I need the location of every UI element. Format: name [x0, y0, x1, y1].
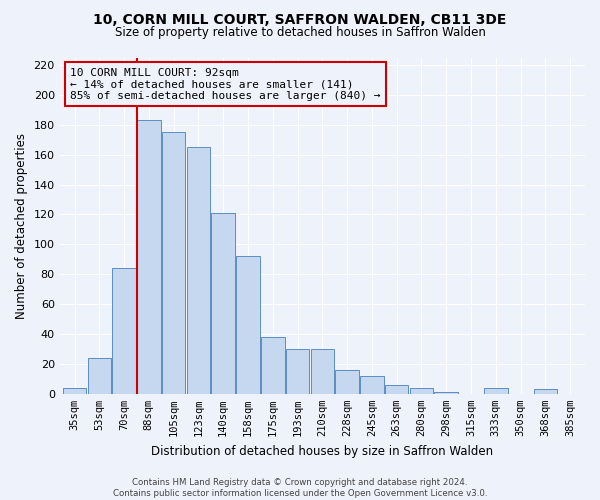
Bar — [88, 358, 111, 394]
Bar — [236, 256, 260, 394]
Bar — [434, 392, 458, 394]
Bar — [533, 390, 557, 394]
Bar — [360, 376, 383, 394]
Bar — [211, 213, 235, 394]
Text: 10 CORN MILL COURT: 92sqm
← 14% of detached houses are smaller (141)
85% of semi: 10 CORN MILL COURT: 92sqm ← 14% of detac… — [70, 68, 380, 101]
Bar — [286, 349, 310, 394]
Bar — [385, 385, 409, 394]
Bar — [162, 132, 185, 394]
Bar — [63, 388, 86, 394]
Text: Contains HM Land Registry data © Crown copyright and database right 2024.
Contai: Contains HM Land Registry data © Crown c… — [113, 478, 487, 498]
Text: Size of property relative to detached houses in Saffron Walden: Size of property relative to detached ho… — [115, 26, 485, 39]
Bar — [311, 349, 334, 394]
Bar — [187, 147, 210, 394]
Text: 10, CORN MILL COURT, SAFFRON WALDEN, CB11 3DE: 10, CORN MILL COURT, SAFFRON WALDEN, CB1… — [94, 12, 506, 26]
Bar — [112, 268, 136, 394]
X-axis label: Distribution of detached houses by size in Saffron Walden: Distribution of detached houses by size … — [151, 444, 493, 458]
Y-axis label: Number of detached properties: Number of detached properties — [15, 132, 28, 318]
Bar — [335, 370, 359, 394]
Bar — [137, 120, 161, 394]
Bar — [484, 388, 508, 394]
Bar — [410, 388, 433, 394]
Bar — [261, 337, 284, 394]
